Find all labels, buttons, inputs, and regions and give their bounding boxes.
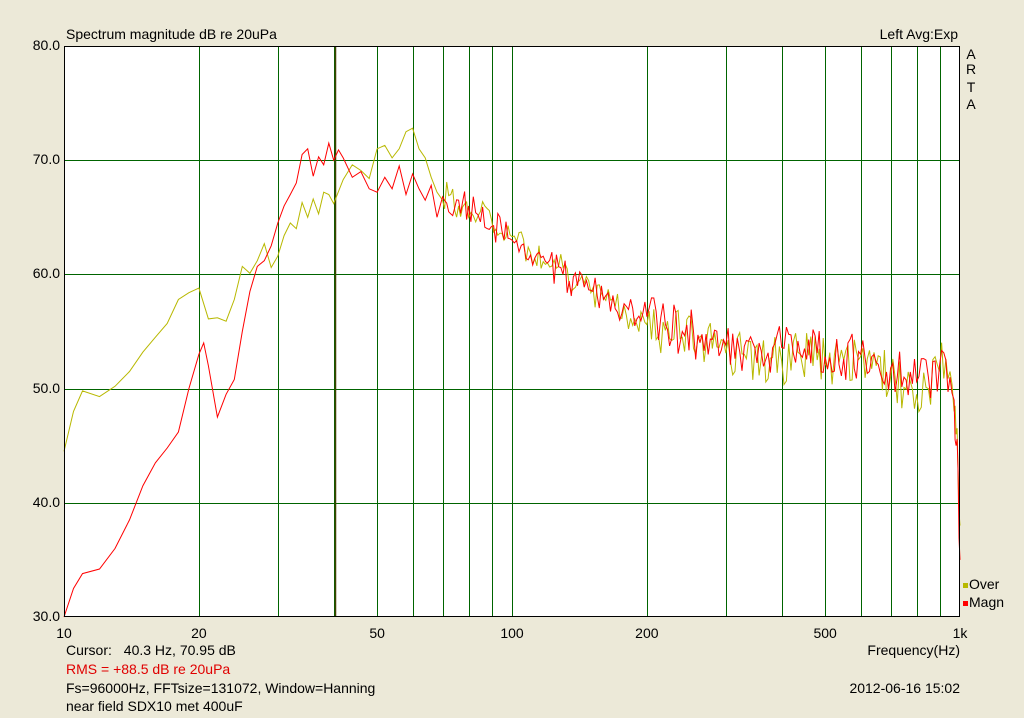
y-tick-label: 60.0: [32, 265, 60, 282]
brand-letter-a2: A: [966, 96, 976, 112]
x-tick-label: 100: [500, 625, 524, 641]
brand-letter-t: T: [966, 79, 976, 95]
series-line-over: [63, 127, 961, 526]
y-tick-label: 80.0: [32, 37, 60, 53]
cursor-readout: Cursor: 40.3 Hz, 70.95 dB: [66, 642, 236, 658]
brand-letter-a1: A: [966, 46, 976, 62]
y-tick-label: 40.0: [32, 493, 60, 510]
measurement-settings: Fs=96000Hz, FFTsize=131072, Window=Hanni…: [66, 680, 376, 696]
channel-info: Left Avg:Exp: [879, 26, 958, 42]
cursor-label: Cursor:: [66, 642, 112, 658]
legend-item-magn[interactable]: Magn: [963, 594, 1004, 610]
y-tick-label: 50.0: [32, 379, 60, 396]
grid-lines: [64, 46, 960, 617]
legend-swatch-over: [963, 582, 968, 588]
rms-readout: RMS = +88.5 dB re 20uPa: [66, 661, 231, 677]
x-tick-label: 200: [635, 625, 659, 641]
y-tick-label: 70.0: [32, 151, 60, 168]
x-tick-label: 20: [191, 625, 207, 641]
series-line-magn: [63, 141, 961, 618]
brand-letter-r: R: [966, 61, 977, 77]
x-tick-label: 10: [56, 625, 72, 641]
cursor-value: 40.3 Hz, 70.95 dB: [123, 642, 236, 658]
legend-label-over: Over: [969, 576, 1000, 592]
legend-swatch-magn: [963, 600, 968, 606]
series-lines: [63, 127, 961, 618]
legend-item-over[interactable]: Over: [963, 576, 999, 592]
timestamp: 2012-06-16 15:02: [849, 680, 960, 696]
x-tick-label: 50: [369, 625, 385, 641]
x-tick-label: 1k: [952, 625, 968, 641]
measurement-note: near field SDX10 met 400uF: [66, 698, 243, 714]
legend-label-magn: Magn: [969, 594, 1005, 610]
chart-title: Spectrum magnitude dB re 20uPa: [66, 26, 277, 42]
x-tick-label: 500: [813, 625, 837, 641]
y-tick-label: 30.0: [32, 608, 60, 624]
x-axis-label: Frequency(Hz): [867, 642, 960, 658]
plot-border: [64, 46, 960, 617]
